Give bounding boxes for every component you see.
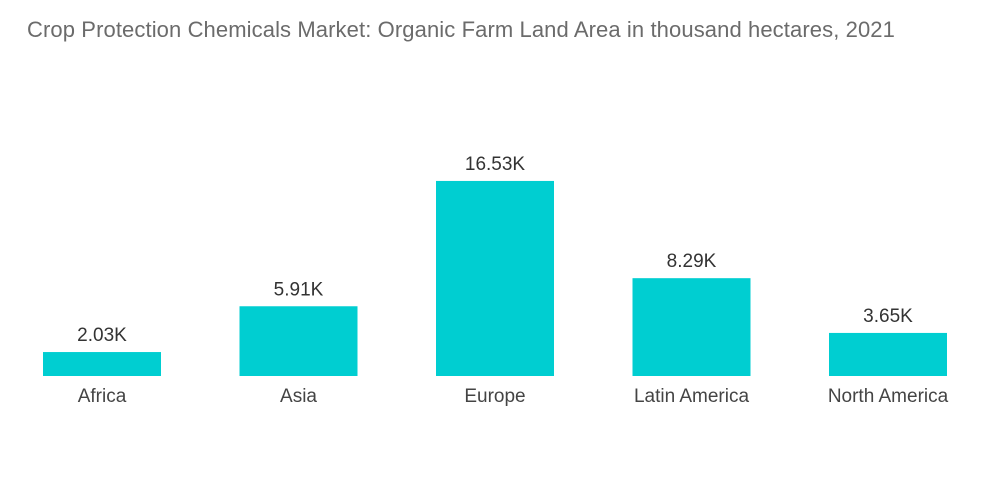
x-tick-label: Latin America	[634, 386, 750, 407]
x-tick-label: Africa	[78, 386, 127, 407]
bar-africa	[43, 352, 161, 376]
x-tick-label: Europe	[464, 386, 525, 407]
data-label: 8.29K	[667, 251, 717, 272]
x-tick-label: North America	[828, 386, 949, 407]
data-label: 3.65K	[863, 306, 913, 327]
chart-title: Crop Protection Chemicals Market: Organi…	[27, 17, 895, 42]
bar-north-america	[829, 332, 947, 376]
data-label: 2.03K	[77, 325, 127, 346]
data-label: 16.53K	[465, 154, 526, 175]
x-tick-label: Asia	[280, 386, 317, 407]
bar-europe	[436, 180, 554, 376]
bar-latin-america	[632, 278, 751, 376]
bar-asia	[239, 306, 358, 376]
data-label: 5.91K	[274, 279, 324, 300]
